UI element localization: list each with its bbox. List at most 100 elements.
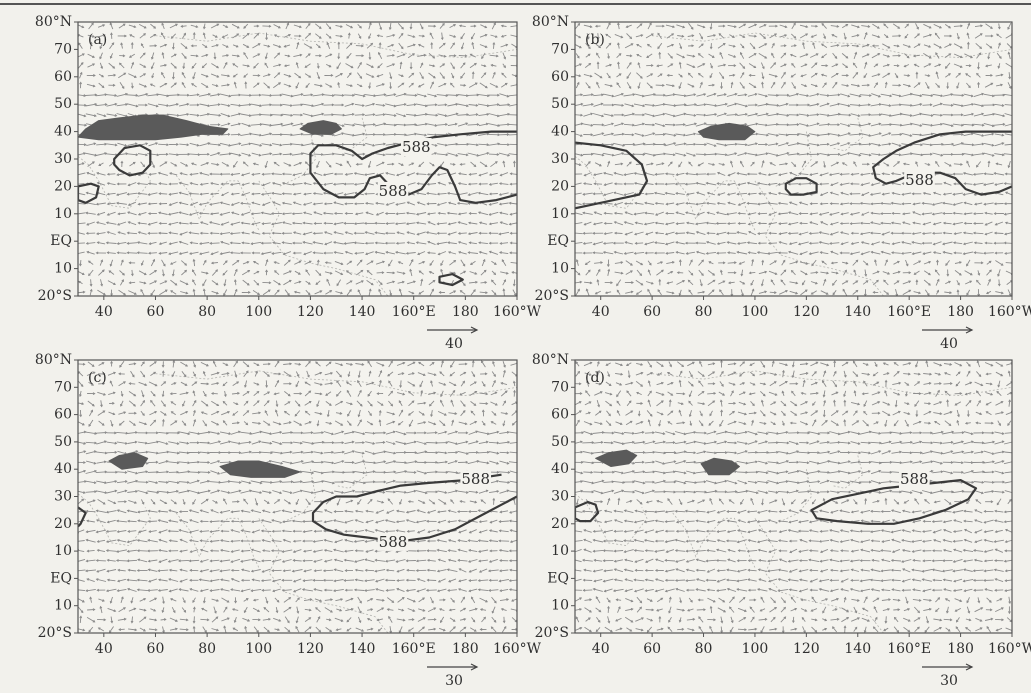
wind-vector-head xyxy=(830,250,834,254)
wind-vector xyxy=(243,23,249,29)
wind-vector xyxy=(439,161,445,167)
wind-vector xyxy=(593,241,604,245)
wind-vector-head xyxy=(265,269,268,273)
wind-vector-head xyxy=(694,172,698,176)
wind-vector-head xyxy=(700,81,703,85)
wind-vector xyxy=(912,113,922,117)
wind-vector xyxy=(780,63,787,68)
wind-vector xyxy=(251,231,261,235)
wind-vector xyxy=(870,202,881,205)
wind-vector-head xyxy=(354,191,358,195)
wind-vector xyxy=(471,32,476,40)
wind-vector xyxy=(583,192,593,195)
wind-vector xyxy=(272,232,282,234)
wind-vector xyxy=(418,35,425,37)
wind-vector-head xyxy=(672,25,676,29)
wind-vector xyxy=(654,113,665,117)
wind-vector-head xyxy=(793,36,797,39)
wind-vector xyxy=(469,281,478,284)
wind-vector xyxy=(849,152,861,156)
wind-vector-head xyxy=(318,45,321,49)
wind-vector-head xyxy=(445,122,448,126)
wind-vector xyxy=(739,280,745,285)
wind-vector xyxy=(232,63,239,68)
wind-vector-head xyxy=(613,211,617,215)
wind-vector-head xyxy=(372,143,376,147)
wind-vector-head xyxy=(195,54,199,58)
wind-vector-head xyxy=(94,93,98,97)
wind-vector xyxy=(994,172,1005,176)
wind-vector-head xyxy=(592,222,596,226)
wind-vector xyxy=(313,241,324,245)
wind-vector-head xyxy=(580,153,584,157)
wind-vector-head xyxy=(860,241,864,244)
wind-vector-head xyxy=(259,143,263,147)
wind-vector-head xyxy=(747,192,751,196)
wind-vector xyxy=(747,153,758,156)
wind-vector-head xyxy=(898,83,902,87)
wind-vector xyxy=(944,291,952,294)
wind-vector xyxy=(718,33,725,39)
wind-vector-head xyxy=(93,142,97,146)
wind-vector-head xyxy=(127,171,131,175)
wind-vector xyxy=(738,23,746,29)
wind-vector-head xyxy=(238,122,242,126)
wind-vector-head xyxy=(629,61,632,65)
wind-vector xyxy=(953,43,963,49)
wind-vector xyxy=(705,153,717,156)
wind-vector-head xyxy=(778,222,782,226)
wind-vector-head xyxy=(642,104,646,108)
wind-vector-head xyxy=(352,123,356,127)
wind-vector xyxy=(932,103,943,107)
lat-tick-label: 40 xyxy=(54,124,72,140)
wind-vector-head xyxy=(909,114,913,117)
wind-vector xyxy=(480,269,487,276)
wind-vector xyxy=(139,52,146,59)
wind-vector xyxy=(97,289,106,296)
wind-vector-head xyxy=(79,71,83,75)
wind-vector-head xyxy=(991,94,995,98)
wind-vector xyxy=(664,133,676,137)
wind-vector xyxy=(922,34,932,38)
wind-vector-head xyxy=(977,272,981,276)
wind-vector-head xyxy=(789,171,793,175)
wind-vector xyxy=(575,33,581,39)
wind-vector-head xyxy=(179,232,183,236)
wind-vector xyxy=(189,211,199,216)
wind-vector-head xyxy=(993,231,997,235)
wind-vector-head xyxy=(810,35,814,38)
wind-vector xyxy=(170,279,177,286)
lon-tick-label: 40 xyxy=(592,304,610,320)
wind-vector-head xyxy=(508,201,512,205)
wind-vector xyxy=(234,279,237,286)
wind-vector-head xyxy=(825,64,829,68)
wind-vector-head xyxy=(998,42,1001,46)
wind-vector-head xyxy=(114,94,118,97)
wind-vector-head xyxy=(709,26,713,30)
wind-vectors xyxy=(78,22,517,296)
wind-vector xyxy=(147,103,159,107)
wind-vector xyxy=(429,81,434,89)
wind-vector xyxy=(219,93,231,97)
wind-vector-head xyxy=(588,62,592,66)
wind-vector-head xyxy=(96,241,100,245)
wind-vector-head xyxy=(372,123,376,126)
wind-vector xyxy=(261,212,272,215)
wind-vector-head xyxy=(302,221,306,225)
wind-vector-head xyxy=(106,251,110,255)
wind-vector xyxy=(655,173,665,175)
wind-vector xyxy=(447,192,458,195)
wind-vector xyxy=(241,211,251,216)
wind-vector xyxy=(966,289,971,296)
wind-vector xyxy=(407,172,416,176)
wind-vector-head xyxy=(481,56,484,60)
wind-vector xyxy=(851,34,859,38)
wind-vector xyxy=(418,290,425,295)
wind-vector-head xyxy=(95,251,99,255)
wind-vector-head xyxy=(223,293,226,296)
wind-vector-head xyxy=(458,172,461,176)
wind-vector xyxy=(880,222,892,225)
wind-vector xyxy=(633,143,645,146)
wind-vector-head xyxy=(508,222,512,226)
wind-vector-head xyxy=(767,182,771,186)
